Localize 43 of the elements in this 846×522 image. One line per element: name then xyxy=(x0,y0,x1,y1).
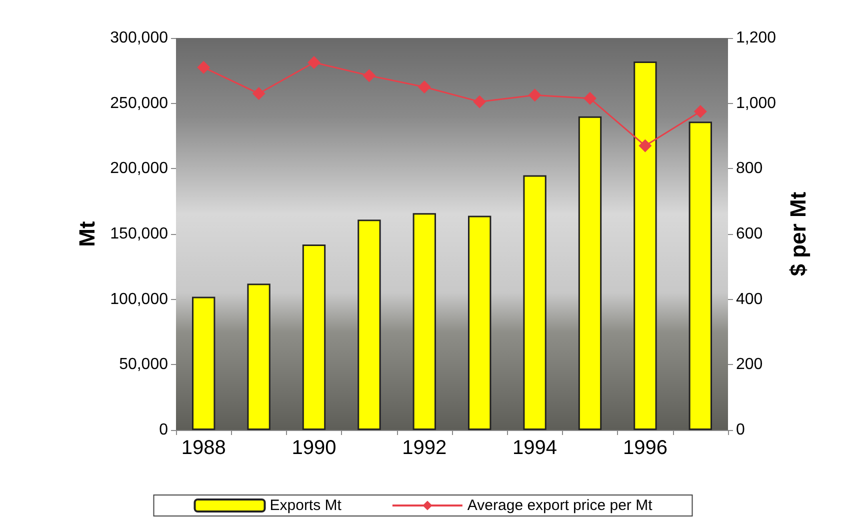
point xyxy=(528,88,542,102)
point xyxy=(638,139,652,152)
y2-tick-label: 1,000 xyxy=(736,94,776,112)
y2-tick-label: 800 xyxy=(736,160,763,178)
bar xyxy=(412,213,436,430)
point xyxy=(308,56,320,69)
point xyxy=(252,87,266,100)
y2-axis-title: $ per Mt xyxy=(785,191,810,276)
x-tick-label: 1988 xyxy=(181,437,226,459)
y2-tick-label: 600 xyxy=(736,226,763,242)
y-tick-label: 50,000 xyxy=(119,356,168,374)
y-tick-label: 150,000 xyxy=(110,226,168,242)
bar xyxy=(634,62,657,430)
bar xyxy=(468,216,492,430)
y-tick-label: 0 xyxy=(159,422,168,438)
bar xyxy=(192,296,216,430)
x-tick-label: 1996 xyxy=(622,437,668,459)
bar xyxy=(247,284,270,430)
y2-tick-label: 200 xyxy=(736,356,763,374)
point xyxy=(694,105,707,118)
x-tick-label: 1994 xyxy=(512,437,558,459)
legend-label: Average export price per Mt xyxy=(467,497,654,514)
point xyxy=(584,92,596,105)
y-axis-title: Mt xyxy=(74,220,100,247)
bar xyxy=(358,220,381,430)
point xyxy=(362,69,376,82)
y-tick-label: 200,000 xyxy=(110,160,168,178)
point xyxy=(473,95,486,108)
x-tick-label: 1992 xyxy=(402,437,447,459)
legend-label: Exports Mt xyxy=(270,497,342,514)
y-tick-label: 300,000 xyxy=(110,30,168,46)
bar xyxy=(578,116,602,430)
y-tick-label: 250,000 xyxy=(110,94,168,112)
bar xyxy=(523,175,546,430)
bar xyxy=(302,244,326,430)
point xyxy=(418,80,431,94)
y2-tick-label: 1,200 xyxy=(736,30,776,46)
x-tick-label: 1990 xyxy=(292,437,336,459)
y2-tick-label: 400 xyxy=(736,290,763,308)
point xyxy=(197,60,210,74)
y2-tick-label: 0 xyxy=(736,422,745,438)
y-tick-label: 100,000 xyxy=(110,290,168,308)
bar xyxy=(688,122,712,430)
